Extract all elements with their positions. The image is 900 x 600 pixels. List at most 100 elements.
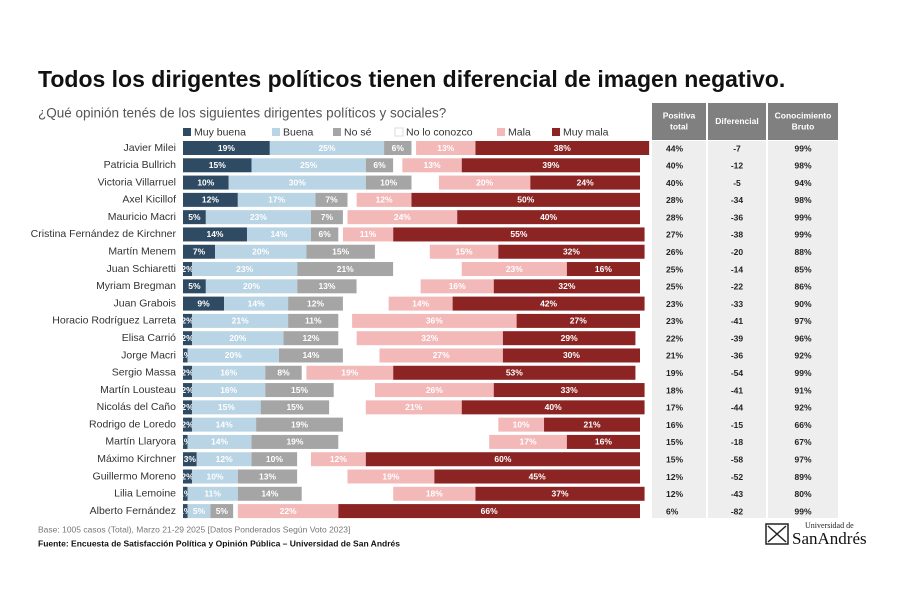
- category-label: Elisa Carrió: [122, 332, 176, 344]
- table-cell: -54: [731, 368, 744, 378]
- table-cell: 92%: [794, 403, 811, 413]
- bar-segment: [374, 244, 430, 259]
- bar-segment: [416, 141, 476, 155]
- bar-segment: [297, 469, 348, 484]
- bar-segment: [365, 452, 640, 467]
- bar-segment: [183, 175, 229, 190]
- bar-value-label: 10%: [197, 177, 214, 187]
- bar-segment: [187, 434, 252, 449]
- bar-segment: [365, 175, 412, 190]
- bar-value-label: 1%: [179, 506, 192, 516]
- bar-segment: [192, 383, 266, 398]
- bar-segment: [493, 383, 645, 398]
- category-label: Juan Grabois: [114, 297, 176, 309]
- legend-swatch: [272, 128, 280, 136]
- table-cell: 26%: [666, 247, 683, 257]
- bar-segment: [183, 452, 197, 467]
- bar-segment: [183, 331, 193, 346]
- legend-label: Muy mala: [563, 126, 609, 138]
- bar-value-label: 27%: [433, 350, 450, 360]
- bar-segment: [183, 227, 247, 242]
- bar-segment: [461, 400, 645, 415]
- bar-segment: [315, 192, 348, 207]
- table-cell: 97%: [794, 454, 811, 464]
- bar-segment: [205, 210, 311, 225]
- bar-value-label: 12%: [202, 195, 219, 205]
- bar-segment: [187, 348, 279, 363]
- bar-value-label: 66%: [481, 506, 498, 516]
- bar-segment: [475, 486, 645, 501]
- table-cell: 85%: [794, 264, 811, 274]
- bar-segment: [365, 400, 462, 415]
- bar-segment: [352, 313, 517, 328]
- bar-value-label: 10%: [206, 471, 223, 481]
- bar-value-label: 15%: [332, 246, 349, 256]
- bar-segment: [251, 452, 298, 467]
- bar-segment: [183, 158, 252, 173]
- category-label: Javier Milei: [123, 142, 176, 154]
- bar-segment: [374, 383, 494, 398]
- legend-label: Muy buena: [194, 126, 246, 138]
- table-cell: -39: [731, 333, 744, 343]
- category-label: Martín Lousteau: [100, 384, 176, 396]
- bar-value-label: 12%: [307, 298, 324, 308]
- bar-value-label: 20%: [225, 350, 242, 360]
- category-label: Myriam Bregman: [96, 280, 176, 292]
- bar-value-label: 21%: [232, 316, 249, 326]
- bar-value-label: 2%: [181, 264, 194, 274]
- bar-value-label: 21%: [584, 419, 601, 429]
- bar-value-label: 15%: [286, 402, 303, 412]
- bar-segment: [502, 331, 636, 346]
- bar-segment: [411, 192, 640, 207]
- bar-segment: [183, 434, 188, 449]
- table-cell: 17%: [666, 403, 683, 413]
- bar-segment: [192, 469, 238, 484]
- bar-segment: [183, 504, 188, 519]
- category-label: Alberto Fernández: [90, 505, 176, 517]
- bar-value-label: 17%: [520, 437, 537, 447]
- table-cell: -33: [731, 299, 744, 309]
- table-cell: 12%: [666, 489, 683, 499]
- bar-segment: [338, 434, 490, 449]
- bar-segment: [183, 141, 270, 155]
- table-cell: 40%: [666, 178, 683, 188]
- category-label: Martín Llaryora: [105, 436, 176, 448]
- table-cell: -52: [731, 472, 744, 482]
- bar-value-label: 12%: [330, 454, 347, 464]
- bar-segment: [183, 469, 193, 484]
- bar-segment: [493, 279, 640, 294]
- bar-value-label: 1%: [179, 350, 192, 360]
- category-label: Rodrigo de Loredo: [89, 418, 176, 430]
- bar-segment: [246, 227, 311, 242]
- bar-value-label: 19%: [291, 419, 308, 429]
- table-cell: -12: [731, 161, 744, 171]
- table-cell: 23%: [666, 299, 683, 309]
- bar-value-label: 27%: [570, 316, 587, 326]
- table-cell: -44: [731, 403, 744, 413]
- category-label: Horacio Rodríguez Larreta: [52, 315, 176, 327]
- bar-value-label: 60%: [494, 454, 511, 464]
- table-cell: 99%: [794, 506, 811, 516]
- table-cell: 18%: [666, 385, 683, 395]
- bar-value-label: 5%: [216, 506, 229, 516]
- bar-segment: [516, 313, 640, 328]
- bar-segment: [438, 175, 531, 190]
- bar-segment: [183, 279, 206, 294]
- bar-segment: [393, 262, 462, 277]
- bar-segment: [461, 158, 640, 173]
- bar-segment: [356, 192, 412, 207]
- bar-segment: [214, 244, 307, 259]
- bar-segment: [411, 141, 417, 155]
- bar-segment: [356, 331, 503, 346]
- bar-value-label: 10%: [513, 419, 530, 429]
- bar-value-label: 9%: [197, 298, 210, 308]
- bar-segment: [233, 504, 238, 519]
- table-cell: 66%: [794, 420, 811, 430]
- bar-segment: [278, 348, 343, 363]
- table-cell: 98%: [794, 161, 811, 171]
- table-cell: 80%: [794, 489, 811, 499]
- bar-value-label: 11%: [204, 489, 221, 499]
- bar-value-label: 55%: [510, 229, 527, 239]
- bar-value-label: 20%: [252, 246, 269, 256]
- legend-swatch: [552, 128, 560, 136]
